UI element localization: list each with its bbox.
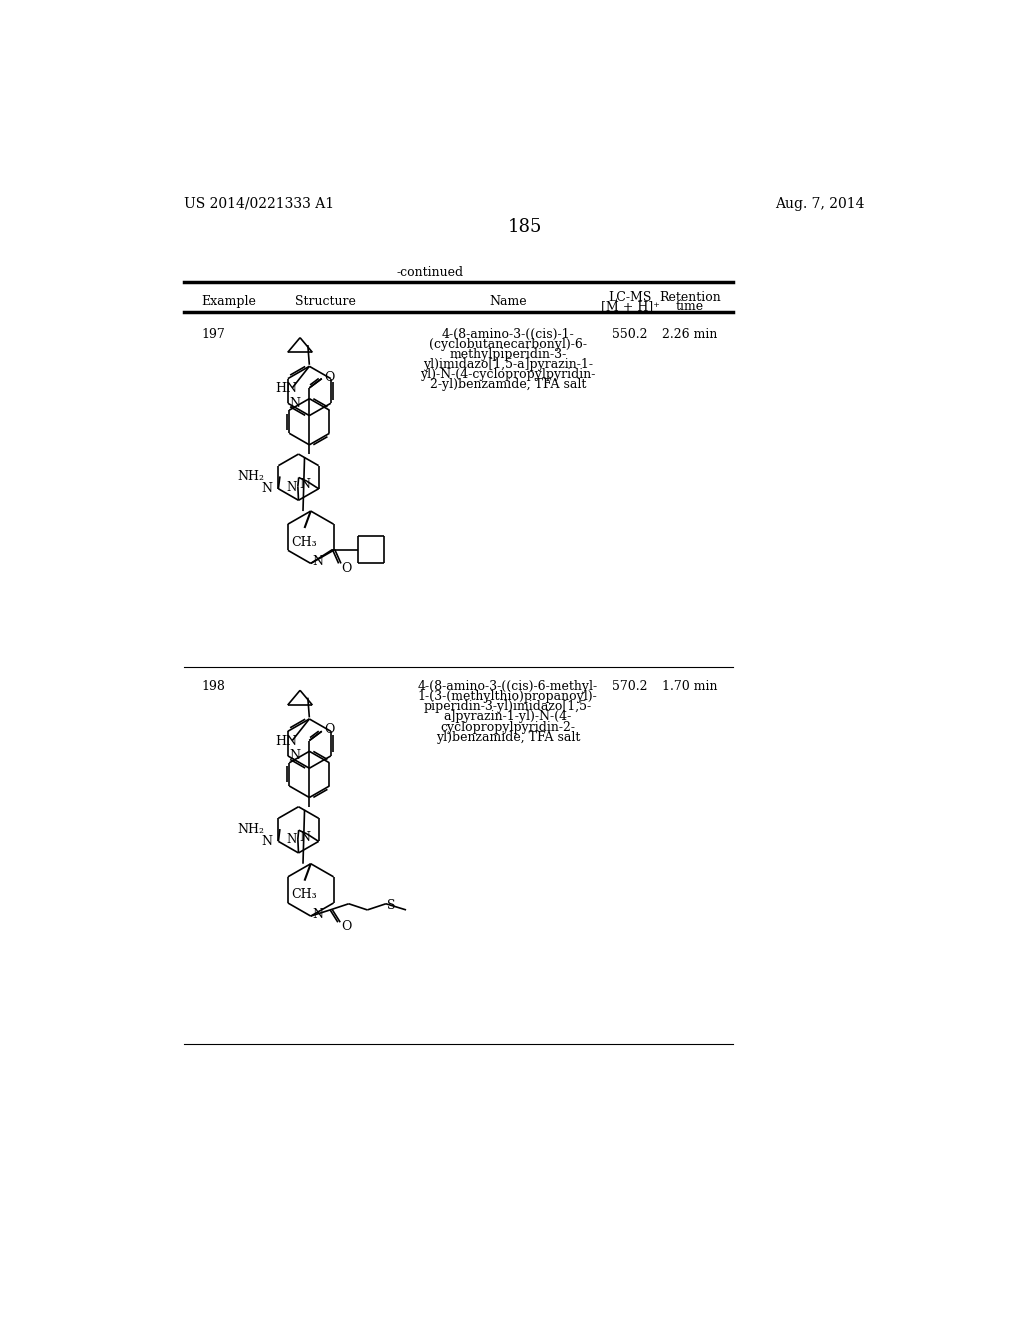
Text: 1.70 min: 1.70 min (663, 681, 718, 693)
Text: HN: HN (275, 735, 297, 748)
Text: 570.2: 570.2 (612, 681, 648, 693)
Text: N: N (261, 834, 272, 847)
Text: N: N (299, 832, 310, 843)
Text: 4-(8-amino-3-((cis)-1-: 4-(8-amino-3-((cis)-1- (441, 327, 574, 341)
Text: -continued: -continued (396, 267, 464, 280)
Text: 198: 198 (202, 681, 225, 693)
Text: O: O (324, 723, 335, 737)
Text: LC-MS: LC-MS (608, 290, 652, 304)
Text: O: O (341, 920, 351, 933)
Text: Structure: Structure (295, 294, 356, 308)
Text: 1-(3-(methylthio)propanoyl)-: 1-(3-(methylthio)propanoyl)- (418, 690, 598, 704)
Text: Retention: Retention (659, 290, 721, 304)
Text: Aug. 7, 2014: Aug. 7, 2014 (775, 197, 864, 211)
Text: N: N (312, 556, 324, 569)
Text: HN: HN (275, 381, 297, 395)
Text: (cyclobutanecarbonyl)-6-: (cyclobutanecarbonyl)-6- (429, 338, 587, 351)
Text: N: N (290, 397, 300, 409)
Text: 2-yl)benzamide, TFA salt: 2-yl)benzamide, TFA salt (429, 378, 586, 391)
Text: yl)benzamide, TFA salt: yl)benzamide, TFA salt (435, 730, 580, 743)
Text: 197: 197 (202, 327, 225, 341)
Text: N: N (287, 480, 297, 494)
Text: piperidin-3-yl)imidazo[1,5-: piperidin-3-yl)imidazo[1,5- (424, 701, 592, 714)
Text: 4-(8-amino-3-((cis)-6-methyl-: 4-(8-amino-3-((cis)-6-methyl- (418, 681, 598, 693)
Text: NH₂: NH₂ (238, 822, 264, 836)
Text: NH₂: NH₂ (238, 470, 264, 483)
Text: N: N (312, 908, 324, 921)
Text: [M + H]⁺: [M + H]⁺ (601, 300, 659, 313)
Text: time: time (676, 300, 703, 313)
Text: methylpiperidin-3-: methylpiperidin-3- (450, 348, 566, 360)
Text: N: N (290, 750, 300, 763)
Text: N: N (287, 833, 297, 846)
Text: N: N (299, 478, 310, 491)
Text: S: S (387, 899, 396, 912)
Text: Example: Example (202, 294, 256, 308)
Text: cyclopropylpyridin-2-: cyclopropylpyridin-2- (440, 721, 575, 734)
Text: N: N (261, 482, 272, 495)
Text: yl)imidazo[1,5-a]pyrazin-1-: yl)imidazo[1,5-a]pyrazin-1- (423, 358, 593, 371)
Text: O: O (324, 371, 335, 384)
Text: CH₃: CH₃ (292, 888, 317, 902)
Text: yl)-N-(4-cyclopropylpyridin-: yl)-N-(4-cyclopropylpyridin- (420, 368, 595, 381)
Text: 2.26 min: 2.26 min (663, 327, 718, 341)
Text: US 2014/0221333 A1: US 2014/0221333 A1 (183, 197, 334, 211)
Text: 185: 185 (508, 218, 542, 236)
Text: CH₃: CH₃ (292, 536, 317, 549)
Text: a]pyrazin-1-yl)-N-(4-: a]pyrazin-1-yl)-N-(4- (443, 710, 571, 723)
Text: O: O (342, 561, 352, 574)
Text: 550.2: 550.2 (612, 327, 648, 341)
Text: Name: Name (488, 294, 526, 308)
